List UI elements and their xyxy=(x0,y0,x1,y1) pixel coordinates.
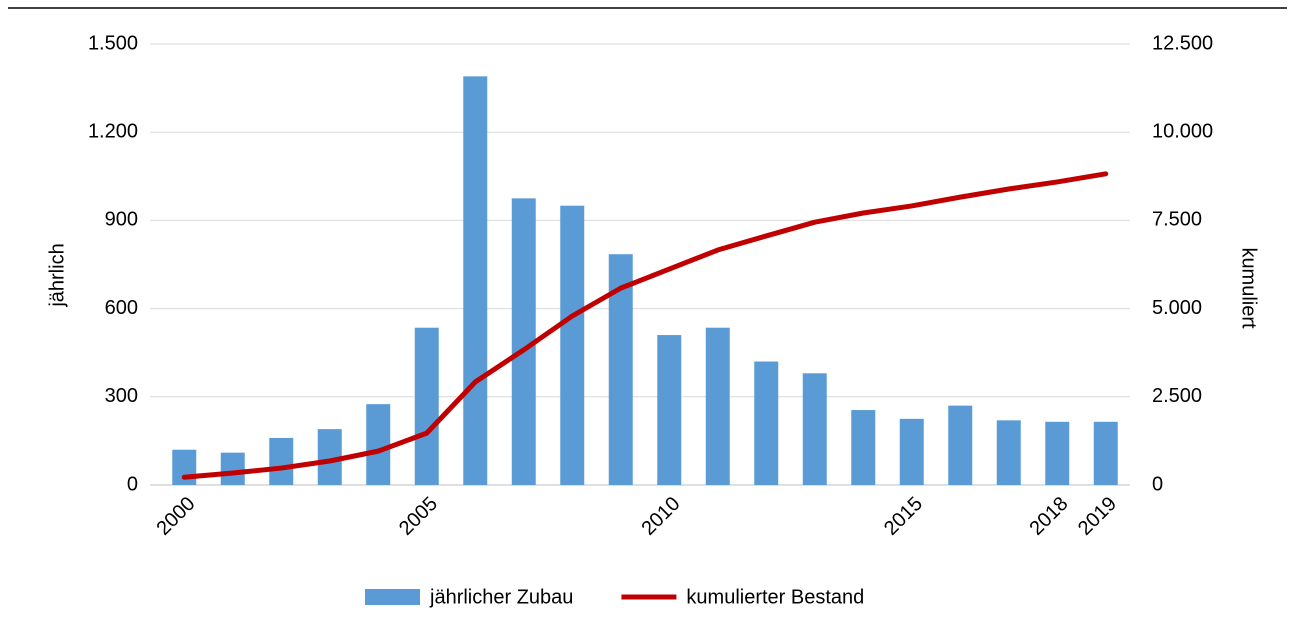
legend-swatch xyxy=(365,589,420,605)
legend-label: jährlicher Zubau xyxy=(429,586,573,608)
bar xyxy=(1045,421,1070,485)
bar xyxy=(269,437,294,485)
bar xyxy=(1093,421,1118,485)
y2-tick-label: 7.500 xyxy=(1152,209,1202,231)
bar xyxy=(996,420,1021,485)
bar xyxy=(851,410,876,485)
bar xyxy=(560,205,585,485)
y2-tick-label: 0 xyxy=(1152,473,1163,495)
bar xyxy=(366,404,391,485)
legend-label: kumulierter Bestand xyxy=(686,586,864,608)
y-tick-label: 0 xyxy=(127,473,138,495)
y2-tick-label: 2.500 xyxy=(1152,385,1202,407)
x-tick-label: 2005 xyxy=(395,493,442,540)
bar xyxy=(414,327,439,485)
bar xyxy=(705,327,730,485)
x-tick-label: 2018 xyxy=(1025,493,1072,540)
x-tick-label: 2010 xyxy=(637,493,684,540)
bar xyxy=(754,361,779,485)
y2-tick-label: 12.500 xyxy=(1152,32,1213,54)
bar xyxy=(948,405,973,485)
line xyxy=(181,171,1109,480)
y-axis-label: jährlich xyxy=(46,243,68,307)
bar xyxy=(220,452,245,485)
y-tick-label: 1.500 xyxy=(88,32,138,54)
y2-axis-label: kumuliert xyxy=(1238,247,1260,329)
y2-tick-label: 10.000 xyxy=(1152,120,1213,142)
bar xyxy=(463,76,488,485)
y-tick-label: 1.200 xyxy=(88,120,138,142)
bar xyxy=(802,373,827,485)
x-tick-label: 2019 xyxy=(1074,493,1121,540)
x-tick-label: 2015 xyxy=(880,493,927,540)
y-tick-label: 900 xyxy=(105,209,138,231)
y2-tick-label: 5.000 xyxy=(1152,297,1202,319)
y-tick-label: 300 xyxy=(105,385,138,407)
y-tick-label: 600 xyxy=(105,297,138,319)
x-tick-label: 2000 xyxy=(152,493,199,540)
bar xyxy=(657,335,682,485)
bar xyxy=(899,418,924,485)
